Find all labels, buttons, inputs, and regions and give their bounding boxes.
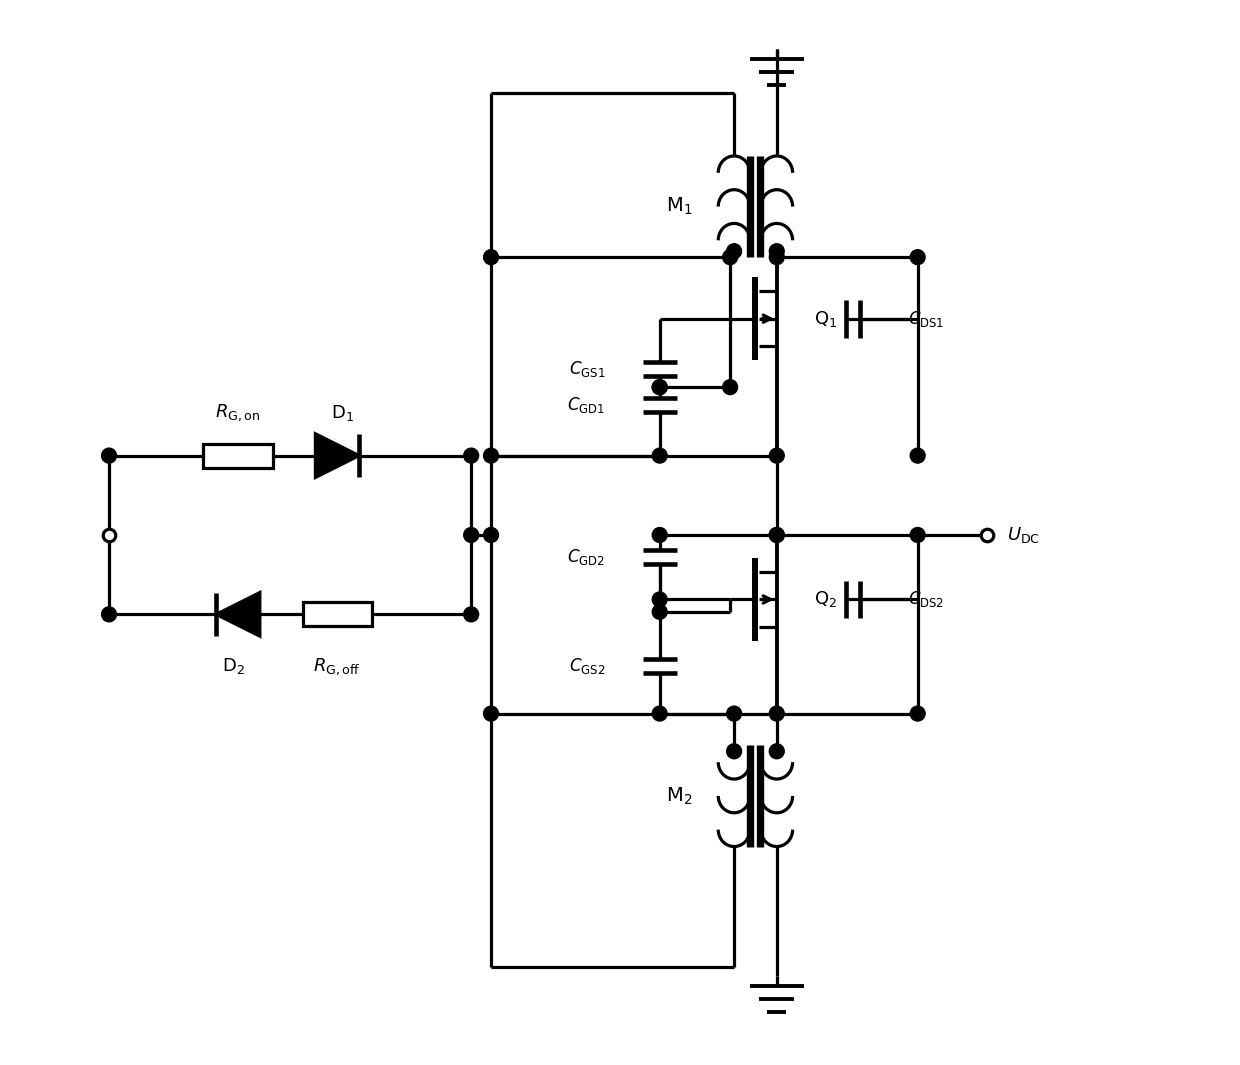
Circle shape <box>727 244 742 259</box>
Circle shape <box>652 448 667 463</box>
Text: $R_{\rm G,off}$: $R_{\rm G,off}$ <box>314 656 361 676</box>
Circle shape <box>652 592 667 607</box>
Circle shape <box>102 607 117 622</box>
Text: $C_{\rm DS2}$: $C_{\rm DS2}$ <box>908 589 944 609</box>
Text: ${\rm Q}_1$: ${\rm Q}_1$ <box>815 309 838 329</box>
Circle shape <box>723 380 738 395</box>
Bar <box>303 603 372 626</box>
Circle shape <box>910 527 925 542</box>
Circle shape <box>652 380 667 395</box>
Text: $U_{\rm DC}$: $U_{\rm DC}$ <box>1007 525 1040 545</box>
Circle shape <box>652 605 667 620</box>
Text: $C_{\rm GD2}$: $C_{\rm GD2}$ <box>567 547 605 568</box>
Circle shape <box>464 607 479 622</box>
Circle shape <box>484 706 498 721</box>
Circle shape <box>464 527 479 542</box>
Circle shape <box>652 527 667 542</box>
Circle shape <box>910 249 925 264</box>
Circle shape <box>102 448 117 463</box>
Circle shape <box>484 249 498 264</box>
Circle shape <box>910 448 925 463</box>
Text: $C_{\rm GS1}$: $C_{\rm GS1}$ <box>569 359 605 379</box>
Circle shape <box>769 527 784 542</box>
Polygon shape <box>315 433 360 477</box>
Circle shape <box>723 249 738 264</box>
Circle shape <box>769 743 784 758</box>
Text: ${\rm M}_1$: ${\rm M}_1$ <box>666 196 693 217</box>
Text: ${\rm D}_1$: ${\rm D}_1$ <box>331 403 353 423</box>
Circle shape <box>464 448 479 463</box>
Circle shape <box>484 527 498 542</box>
Circle shape <box>769 527 784 542</box>
Circle shape <box>769 706 784 721</box>
Circle shape <box>910 706 925 721</box>
Text: $C_{\rm GS2}$: $C_{\rm GS2}$ <box>569 656 605 676</box>
Circle shape <box>727 743 742 758</box>
Text: ${\rm D}_2$: ${\rm D}_2$ <box>222 656 244 676</box>
Circle shape <box>727 706 742 721</box>
Text: ${\rm M}_2$: ${\rm M}_2$ <box>666 785 693 806</box>
Polygon shape <box>216 592 260 636</box>
Text: $R_{\rm G,on}$: $R_{\rm G,on}$ <box>216 403 260 423</box>
Text: $C_{\rm DS1}$: $C_{\rm DS1}$ <box>908 309 944 329</box>
Text: ${\rm Q}_2$: ${\rm Q}_2$ <box>815 589 837 609</box>
Circle shape <box>769 448 784 463</box>
Circle shape <box>652 380 667 395</box>
Circle shape <box>484 448 498 463</box>
Text: $C_{\rm GD1}$: $C_{\rm GD1}$ <box>567 395 605 415</box>
Circle shape <box>769 244 784 259</box>
Circle shape <box>652 706 667 721</box>
Bar <box>203 444 273 468</box>
Circle shape <box>769 249 784 264</box>
